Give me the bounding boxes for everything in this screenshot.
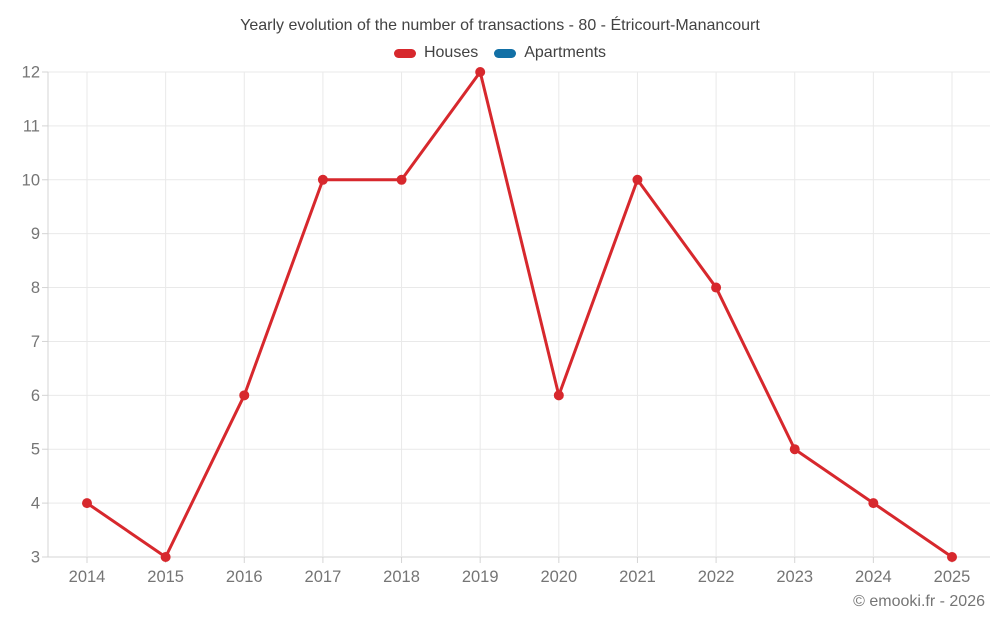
data-point-2022[interactable] [711,282,722,293]
y-axis-label: 5 [31,441,40,459]
x-axis-label: 2023 [776,568,813,586]
series-line-houses [85,70,954,559]
y-axis-label: 4 [31,495,40,513]
data-point-2019[interactable] [475,67,486,77]
data-point-2023[interactable] [789,444,800,455]
data-point-2016[interactable] [239,390,250,401]
y-axis-label: 8 [31,279,40,297]
x-axis-label: 2025 [934,568,971,586]
legend-label-apartments: Apartments [524,44,607,61]
y-axis-label: 7 [31,333,40,351]
chart-title: Yearly evolution of the number of transa… [240,17,760,34]
data-point-2025[interactable] [947,552,957,562]
legend: Houses Apartments [0,44,1000,62]
legend-item-apartments[interactable]: Apartments [494,44,606,62]
y-axis-label: 6 [31,387,40,405]
data-point-2024[interactable] [868,498,879,509]
x-axis-label: 2024 [855,568,892,586]
y-axis-label: 12 [22,64,40,82]
x-axis-label: 2017 [305,568,342,586]
x-axis-label: 2022 [698,568,735,586]
copyright-footer: © emooki.fr - 2026 [853,593,985,610]
data-point-2015[interactable] [160,552,171,562]
houses-swatch-icon [393,48,416,58]
x-axis-label: 2020 [540,568,577,586]
x-axis-label: 2015 [147,568,184,586]
x-axis-label: 2021 [619,568,656,586]
data-point-2021[interactable] [632,174,643,185]
data-point-2018[interactable] [396,174,407,185]
x-axis-label: 2019 [462,568,499,586]
legend-item-houses[interactable]: Houses [393,44,479,62]
y-axis-label: 3 [31,549,40,567]
apartments-swatch-icon [494,48,517,58]
data-point-2014[interactable] [82,498,92,509]
x-axis-label: 2018 [383,568,420,586]
legend-label-houses: Houses [423,44,479,61]
y-axis-label: 9 [31,225,40,243]
y-axis-label: 11 [23,117,40,135]
data-point-2020[interactable] [553,390,564,401]
data-point-2017[interactable] [317,174,328,185]
x-axis-label: 2016 [226,568,263,586]
y-axis-label: 10 [22,171,40,189]
x-axis-label: 2014 [69,568,106,586]
